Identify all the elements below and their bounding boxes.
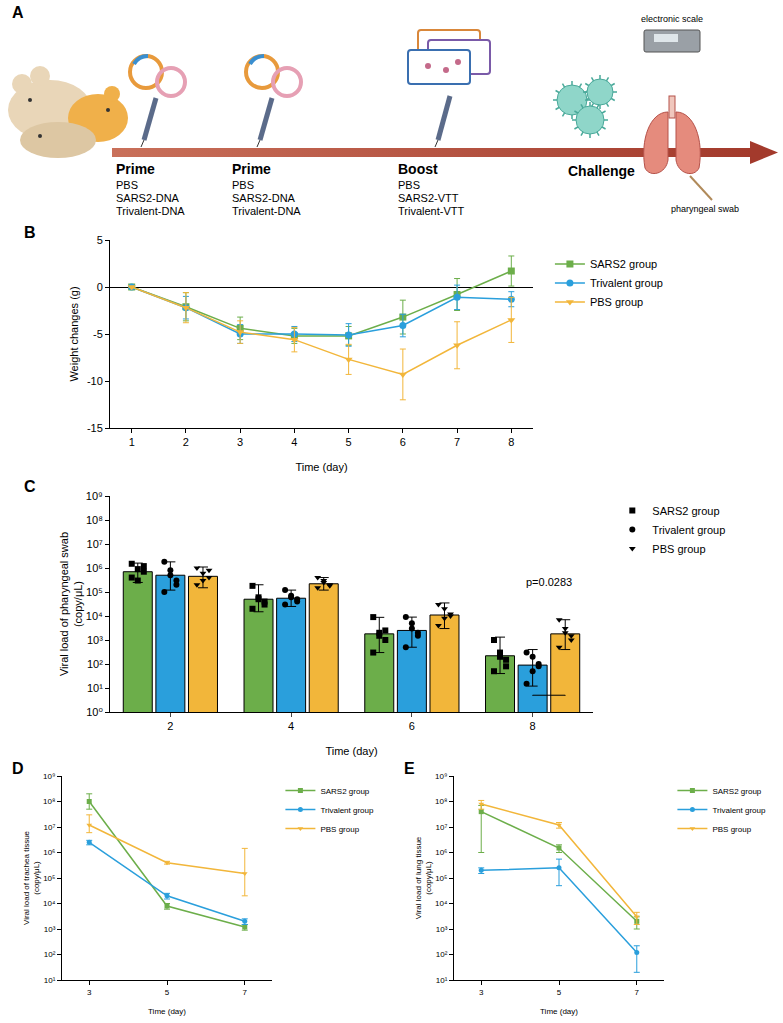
svg-text:Viral load of lung tissue(copy: Viral load of lung tissue(copy/μL) bbox=[414, 836, 433, 919]
svg-text:5: 5 bbox=[346, 436, 352, 448]
html-text:D: D bbox=[12, 760, 24, 777]
svg-text:8: 8 bbox=[530, 720, 536, 732]
svg-text:Time (day): Time (day) bbox=[148, 1007, 186, 1016]
svg-text:10⁸: 10⁸ bbox=[86, 514, 103, 526]
html-text:B: B bbox=[24, 224, 36, 241]
html-text:A: A bbox=[12, 4, 24, 21]
svg-text:-15: -15 bbox=[87, 422, 103, 434]
svg-text:10⁴: 10⁴ bbox=[43, 899, 56, 908]
svg-text:8: 8 bbox=[508, 436, 514, 448]
svg-text:Prime: Prime bbox=[116, 161, 155, 177]
svg-text:10⁴: 10⁴ bbox=[435, 899, 448, 908]
svg-text:PBS group: PBS group bbox=[320, 825, 359, 834]
svg-text:6: 6 bbox=[409, 720, 415, 732]
svg-text:10²: 10² bbox=[436, 950, 448, 959]
svg-text:10⁹: 10⁹ bbox=[86, 490, 103, 502]
svg-text:Boost: Boost bbox=[398, 161, 438, 177]
svg-text:2: 2 bbox=[167, 720, 173, 732]
svg-text:10⁷: 10⁷ bbox=[87, 538, 103, 550]
svg-text:PBS group: PBS group bbox=[590, 296, 643, 308]
svg-text:10⁸: 10⁸ bbox=[435, 797, 447, 806]
svg-text:10⁰: 10⁰ bbox=[86, 706, 103, 718]
svg-text:10²: 10² bbox=[87, 658, 103, 670]
svg-text:10³: 10³ bbox=[44, 925, 56, 934]
svg-text:10¹: 10¹ bbox=[44, 976, 56, 985]
svg-text:1: 1 bbox=[129, 436, 135, 448]
svg-text:SARS2 group: SARS2 group bbox=[652, 505, 719, 517]
svg-text:10⁵: 10⁵ bbox=[43, 874, 55, 883]
svg-text:10⁹: 10⁹ bbox=[435, 772, 447, 781]
svg-text:10⁸: 10⁸ bbox=[43, 797, 55, 806]
svg-text:3: 3 bbox=[87, 988, 92, 997]
svg-text:5: 5 bbox=[165, 988, 170, 997]
svg-text:PBS: PBS bbox=[232, 179, 254, 191]
svg-text:Time (day): Time (day) bbox=[325, 745, 377, 757]
svg-text:PBS group: PBS group bbox=[652, 543, 705, 555]
svg-text:Viral load of pharyngeal swab(: Viral load of pharyngeal swab(copy/μL) bbox=[58, 532, 84, 676]
svg-text:2: 2 bbox=[183, 436, 189, 448]
svg-text:5: 5 bbox=[557, 988, 562, 997]
svg-text:10⁷: 10⁷ bbox=[436, 823, 448, 832]
svg-text:SARS2-VTT: SARS2-VTT bbox=[398, 192, 459, 204]
svg-text:p=0.0283: p=0.0283 bbox=[526, 576, 572, 588]
svg-text:10⁵: 10⁵ bbox=[86, 586, 103, 598]
svg-text:Challenge: Challenge bbox=[568, 163, 635, 179]
svg-text:Trivalent group: Trivalent group bbox=[712, 806, 766, 815]
svg-text:10³: 10³ bbox=[87, 634, 103, 646]
svg-text:PBS: PBS bbox=[116, 179, 138, 191]
svg-text:7: 7 bbox=[243, 988, 248, 997]
html-text:C: C bbox=[24, 478, 36, 495]
svg-text:3: 3 bbox=[479, 988, 484, 997]
svg-text:SARS2 group: SARS2 group bbox=[320, 787, 369, 796]
svg-text:SARS2 group: SARS2 group bbox=[712, 787, 761, 796]
svg-text:Time (day): Time (day) bbox=[540, 1007, 578, 1016]
svg-text:electronic scale: electronic scale bbox=[641, 14, 703, 24]
svg-text:10⁹: 10⁹ bbox=[43, 772, 55, 781]
svg-text:7: 7 bbox=[635, 988, 640, 997]
svg-text:SARS2-DNA: SARS2-DNA bbox=[116, 192, 180, 204]
svg-text:10⁶: 10⁶ bbox=[435, 848, 447, 857]
svg-text:pharyngeal swab: pharyngeal swab bbox=[671, 204, 739, 214]
svg-text:Viral load of trachea tissue(c: Viral load of trachea tissue(copy/μL) bbox=[22, 830, 41, 925]
svg-text:10⁷: 10⁷ bbox=[44, 823, 56, 832]
svg-text:PBS: PBS bbox=[398, 179, 420, 191]
svg-text:10³: 10³ bbox=[436, 925, 448, 934]
svg-text:Trivalent group: Trivalent group bbox=[652, 524, 725, 536]
svg-text:10¹: 10¹ bbox=[87, 682, 103, 694]
svg-text:Trivalent-DNA: Trivalent-DNA bbox=[232, 205, 301, 217]
svg-text:Prime: Prime bbox=[232, 161, 271, 177]
svg-text:10⁶: 10⁶ bbox=[86, 562, 103, 574]
svg-text:10⁵: 10⁵ bbox=[435, 874, 447, 883]
svg-text:7: 7 bbox=[454, 436, 460, 448]
svg-text:Weight changes (g): Weight changes (g) bbox=[68, 286, 80, 381]
svg-text:0: 0 bbox=[97, 281, 103, 293]
svg-text:SARS2-DNA: SARS2-DNA bbox=[232, 192, 296, 204]
html-text:E: E bbox=[404, 760, 415, 777]
svg-text:Time (day): Time (day) bbox=[295, 461, 347, 473]
svg-text:Trivalent group: Trivalent group bbox=[320, 806, 374, 815]
svg-text:PBS group: PBS group bbox=[712, 825, 751, 834]
svg-text:4: 4 bbox=[291, 436, 297, 448]
svg-text:5: 5 bbox=[97, 234, 103, 246]
svg-text:-5: -5 bbox=[93, 328, 103, 340]
svg-text:Trivalent-VTT: Trivalent-VTT bbox=[398, 205, 464, 217]
svg-text:Trivalent group: Trivalent group bbox=[590, 277, 663, 289]
svg-text:10⁶: 10⁶ bbox=[43, 848, 55, 857]
svg-text:10¹: 10¹ bbox=[436, 976, 448, 985]
svg-text:SARS2 group: SARS2 group bbox=[590, 258, 657, 270]
svg-text:10²: 10² bbox=[44, 950, 56, 959]
svg-text:4: 4 bbox=[288, 720, 294, 732]
svg-text:3: 3 bbox=[237, 436, 243, 448]
svg-text:10⁴: 10⁴ bbox=[86, 610, 103, 622]
svg-text:6: 6 bbox=[400, 436, 406, 448]
svg-text:Trivalent-DNA: Trivalent-DNA bbox=[116, 205, 185, 217]
svg-text:-10: -10 bbox=[87, 375, 103, 387]
